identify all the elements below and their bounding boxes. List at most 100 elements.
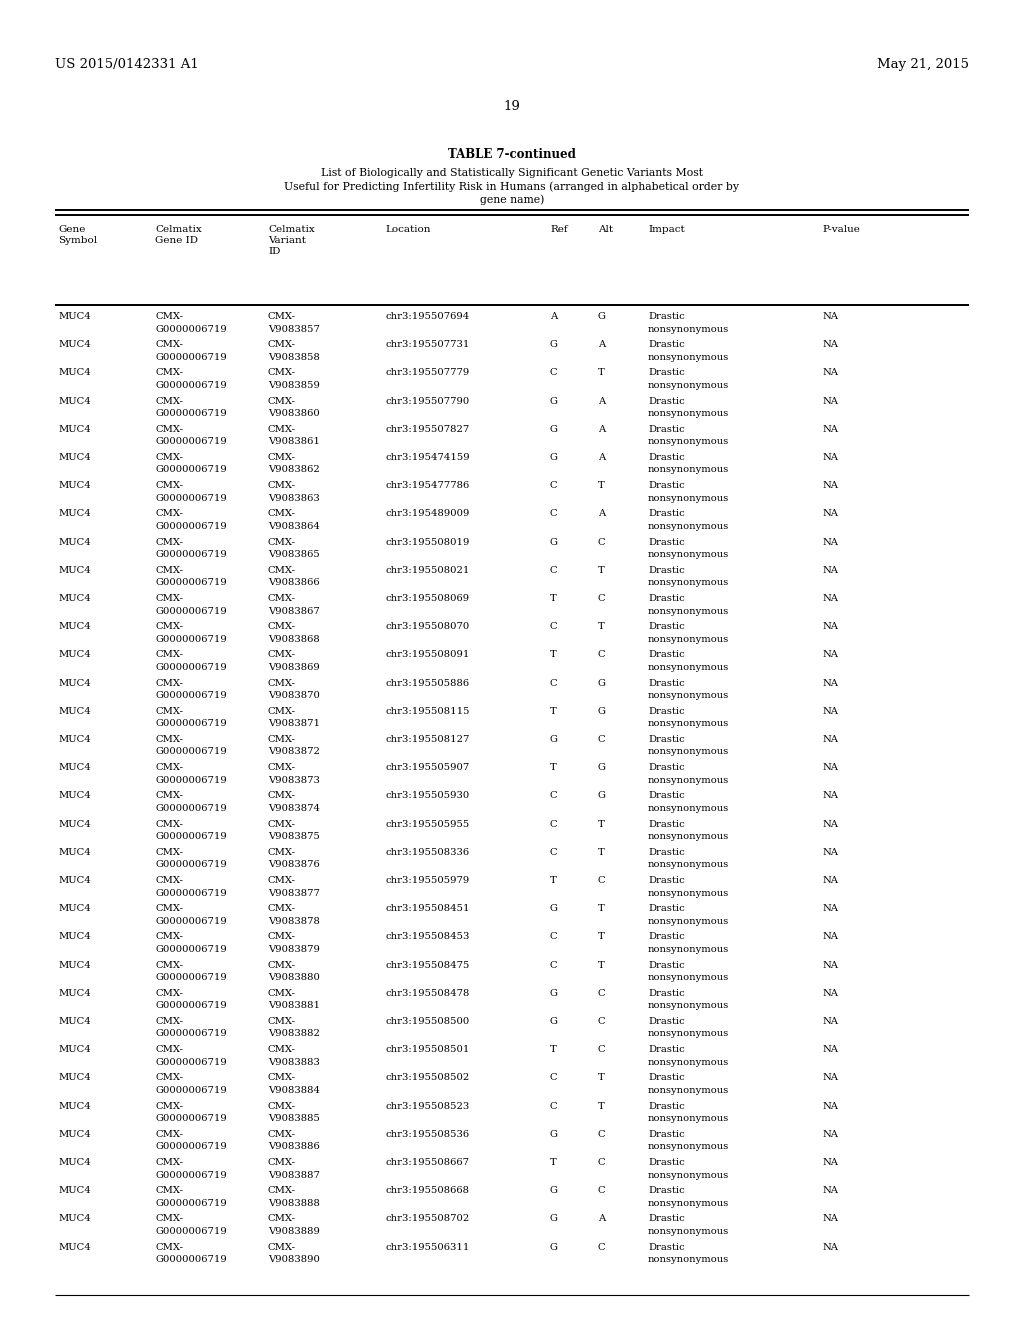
Text: NA: NA bbox=[822, 876, 838, 884]
Text: G: G bbox=[550, 425, 558, 434]
Text: CMX-: CMX- bbox=[268, 566, 296, 574]
Text: ID: ID bbox=[268, 247, 281, 256]
Text: CMX-: CMX- bbox=[155, 1130, 183, 1139]
Text: chr3:195506311: chr3:195506311 bbox=[385, 1242, 469, 1251]
Text: C: C bbox=[550, 1102, 558, 1110]
Text: Drastic: Drastic bbox=[648, 1073, 685, 1082]
Text: MUC4: MUC4 bbox=[58, 482, 91, 490]
Text: chr3:195505886: chr3:195505886 bbox=[385, 678, 469, 688]
Text: nonsynonymous: nonsynonymous bbox=[648, 719, 729, 729]
Text: CMX-: CMX- bbox=[268, 1187, 296, 1195]
Text: chr3:195508453: chr3:195508453 bbox=[385, 932, 469, 941]
Text: V9083874: V9083874 bbox=[268, 804, 319, 813]
Text: Drastic: Drastic bbox=[648, 510, 685, 519]
Text: Drastic: Drastic bbox=[648, 847, 685, 857]
Text: Drastic: Drastic bbox=[648, 706, 685, 715]
Text: G0000006719: G0000006719 bbox=[155, 409, 226, 418]
Text: V9083880: V9083880 bbox=[268, 973, 319, 982]
Text: C: C bbox=[550, 368, 558, 378]
Text: C: C bbox=[550, 566, 558, 574]
Text: CMX-: CMX- bbox=[155, 792, 183, 800]
Text: chr3:195508502: chr3:195508502 bbox=[385, 1073, 469, 1082]
Text: Drastic: Drastic bbox=[648, 566, 685, 574]
Text: Ref: Ref bbox=[550, 224, 567, 234]
Text: CMX-: CMX- bbox=[268, 847, 296, 857]
Text: Drastic: Drastic bbox=[648, 312, 685, 321]
Text: Drastic: Drastic bbox=[648, 622, 685, 631]
Text: chr3:195508702: chr3:195508702 bbox=[385, 1214, 469, 1224]
Text: MUC4: MUC4 bbox=[58, 1130, 91, 1139]
Text: NA: NA bbox=[822, 1073, 838, 1082]
Text: nonsynonymous: nonsynonymous bbox=[648, 945, 729, 954]
Text: NA: NA bbox=[822, 651, 838, 660]
Text: V9083861: V9083861 bbox=[268, 437, 319, 446]
Text: CMX-: CMX- bbox=[155, 312, 183, 321]
Text: V9083864: V9083864 bbox=[268, 521, 319, 531]
Text: NA: NA bbox=[822, 1102, 838, 1110]
Text: nonsynonymous: nonsynonymous bbox=[648, 578, 729, 587]
Text: Drastic: Drastic bbox=[648, 763, 685, 772]
Text: V9083890: V9083890 bbox=[268, 1255, 319, 1265]
Text: CMX-: CMX- bbox=[155, 425, 183, 434]
Text: A: A bbox=[598, 453, 605, 462]
Text: Drastic: Drastic bbox=[648, 678, 685, 688]
Text: NA: NA bbox=[822, 820, 838, 829]
Text: C: C bbox=[550, 792, 558, 800]
Text: V9083866: V9083866 bbox=[268, 578, 319, 587]
Text: V9083877: V9083877 bbox=[268, 888, 319, 898]
Text: G0000006719: G0000006719 bbox=[155, 521, 226, 531]
Text: CMX-: CMX- bbox=[155, 482, 183, 490]
Text: Drastic: Drastic bbox=[648, 792, 685, 800]
Text: G: G bbox=[550, 904, 558, 913]
Text: CMX-: CMX- bbox=[155, 368, 183, 378]
Text: MUC4: MUC4 bbox=[58, 792, 91, 800]
Text: CMX-: CMX- bbox=[268, 961, 296, 970]
Text: C: C bbox=[598, 1187, 605, 1195]
Text: G: G bbox=[598, 312, 606, 321]
Text: nonsynonymous: nonsynonymous bbox=[648, 352, 729, 362]
Text: NA: NA bbox=[822, 1016, 838, 1026]
Text: V9083875: V9083875 bbox=[268, 832, 319, 841]
Text: nonsynonymous: nonsynonymous bbox=[648, 692, 729, 700]
Text: CMX-: CMX- bbox=[268, 1130, 296, 1139]
Text: nonsynonymous: nonsynonymous bbox=[648, 325, 729, 334]
Text: P-value: P-value bbox=[822, 224, 860, 234]
Text: G0000006719: G0000006719 bbox=[155, 635, 226, 644]
Text: G0000006719: G0000006719 bbox=[155, 1057, 226, 1067]
Text: G0000006719: G0000006719 bbox=[155, 1114, 226, 1123]
Text: CMX-: CMX- bbox=[268, 876, 296, 884]
Text: nonsynonymous: nonsynonymous bbox=[648, 916, 729, 925]
Text: nonsynonymous: nonsynonymous bbox=[648, 888, 729, 898]
Text: nonsynonymous: nonsynonymous bbox=[648, 606, 729, 615]
Text: CMX-: CMX- bbox=[268, 341, 296, 350]
Text: CMX-: CMX- bbox=[268, 1016, 296, 1026]
Text: G: G bbox=[550, 1187, 558, 1195]
Text: MUC4: MUC4 bbox=[58, 706, 91, 715]
Text: CMX-: CMX- bbox=[268, 678, 296, 688]
Text: nonsynonymous: nonsynonymous bbox=[648, 1057, 729, 1067]
Text: A: A bbox=[598, 1214, 605, 1224]
Text: nonsynonymous: nonsynonymous bbox=[648, 635, 729, 644]
Text: C: C bbox=[550, 1073, 558, 1082]
Text: MUC4: MUC4 bbox=[58, 961, 91, 970]
Text: MUC4: MUC4 bbox=[58, 651, 91, 660]
Text: chr3:195508070: chr3:195508070 bbox=[385, 622, 469, 631]
Text: NA: NA bbox=[822, 678, 838, 688]
Text: V9083873: V9083873 bbox=[268, 776, 319, 784]
Text: chr3:195507827: chr3:195507827 bbox=[385, 425, 469, 434]
Text: V9083865: V9083865 bbox=[268, 550, 319, 560]
Text: MUC4: MUC4 bbox=[58, 932, 91, 941]
Text: nonsynonymous: nonsynonymous bbox=[648, 747, 729, 756]
Text: chr3:195505955: chr3:195505955 bbox=[385, 820, 469, 829]
Text: Drastic: Drastic bbox=[648, 1045, 685, 1055]
Text: nonsynonymous: nonsynonymous bbox=[648, 1002, 729, 1010]
Text: MUC4: MUC4 bbox=[58, 1073, 91, 1082]
Text: V9083885: V9083885 bbox=[268, 1114, 319, 1123]
Text: C: C bbox=[598, 594, 605, 603]
Text: C: C bbox=[550, 482, 558, 490]
Text: T: T bbox=[598, 932, 605, 941]
Text: NA: NA bbox=[822, 989, 838, 998]
Text: Drastic: Drastic bbox=[648, 368, 685, 378]
Text: T: T bbox=[598, 961, 605, 970]
Text: Drastic: Drastic bbox=[648, 904, 685, 913]
